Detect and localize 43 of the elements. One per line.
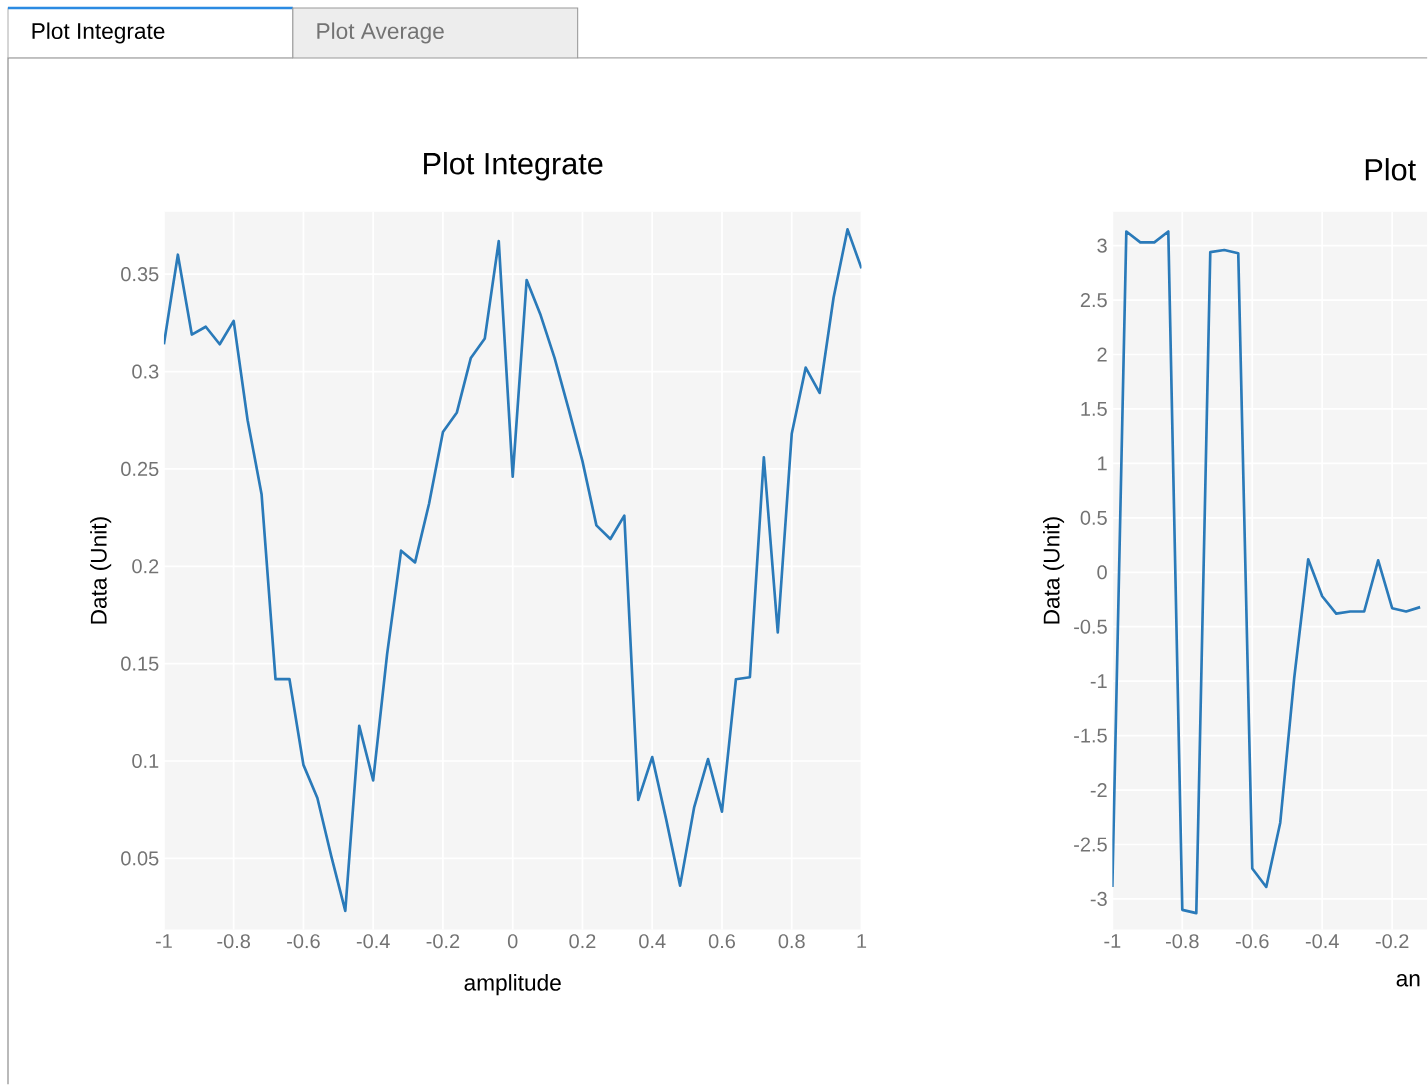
chart-title: Plot Integrate [424, 152, 603, 181]
text: Plot Integrate [32, 22, 165, 44]
y-tick-label: -2.5 [1074, 837, 1107, 852]
y-tick-label: 0.5 [1080, 510, 1107, 525]
y-tick-label: 0.2 [132, 559, 159, 574]
y-tick-label: 0.1 [132, 753, 159, 769]
x-tick-label: -0.8 [1165, 934, 1199, 949]
x-tick-label: -0.2 [426, 934, 460, 949]
x-tick-label: 1 [857, 934, 867, 948]
x-tick-label: -0.6 [287, 934, 320, 949]
x-tick-label: 0.2 [569, 934, 596, 949]
y-tick-label: -2 [1090, 783, 1107, 798]
y-tick-label: 0.3 [132, 364, 159, 379]
y-tick-label: -3 [1090, 891, 1107, 907]
y-tick-label: 0.25 [121, 461, 159, 476]
text: Plot Average [317, 22, 444, 44]
chart-title: Plot [1365, 158, 1416, 181]
y-tick-label: 3 [1097, 238, 1107, 253]
y-tick-label: -0.5 [1074, 619, 1107, 634]
y-tick-label: -1 [1090, 674, 1107, 689]
y-tick-label: -1.5 [1074, 728, 1107, 743]
x-tick-label: 0 [507, 934, 518, 949]
y-axis-title: Data (Unit) [90, 517, 112, 624]
x-tick-label: 0.4 [639, 934, 666, 949]
x-tick-label: 0.6 [708, 934, 735, 949]
x-tick-label: -1 [155, 934, 172, 948]
y-tick-label: 0.05 [121, 851, 159, 866]
y-tick-label: 0.35 [121, 267, 159, 282]
y-tick-label: 2 [1097, 347, 1107, 362]
x-tick-label: -0.4 [356, 934, 390, 949]
y-axis-title: Data (Unit) [1043, 517, 1065, 624]
x-tick-label: 0.8 [778, 934, 805, 949]
x-tick-label: -0.8 [217, 934, 251, 949]
y-tick-label: 0.15 [121, 656, 159, 671]
x-tick-label: -0.6 [1235, 934, 1269, 949]
x-tick-label: -0.2 [1375, 934, 1409, 949]
x-axis-title: an [1396, 974, 1420, 987]
y-tick-label: 2.5 [1080, 293, 1107, 308]
y-tick-label: 1 [1098, 456, 1107, 471]
x-axis-title: amplitude [464, 974, 561, 996]
y-tick-label: 1.5 [1081, 402, 1107, 416]
x-tick-label: -0.4 [1305, 934, 1339, 949]
y-tick-label: 0 [1097, 565, 1107, 580]
